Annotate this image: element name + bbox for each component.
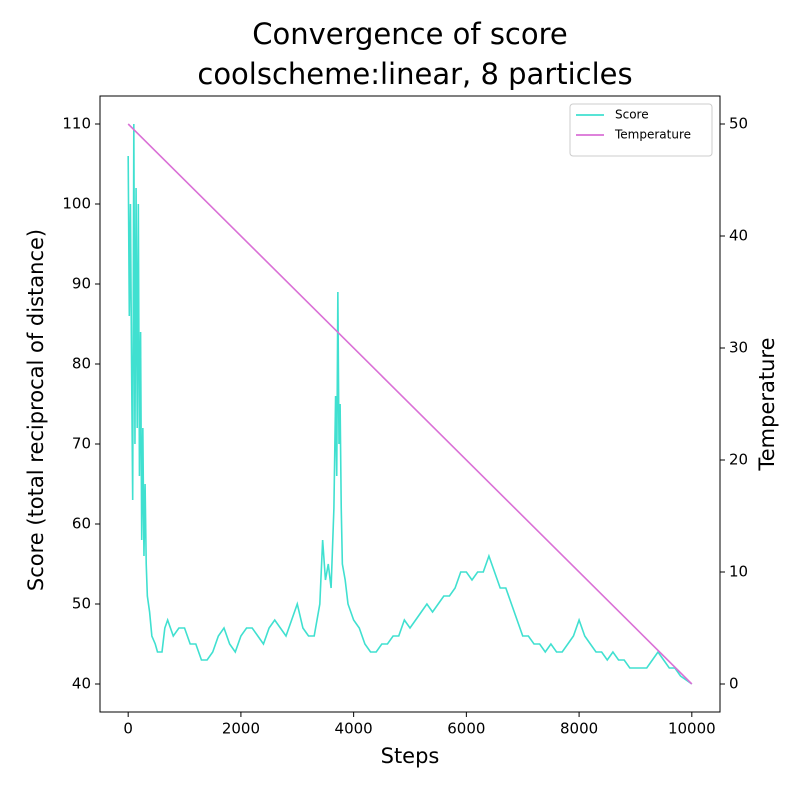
y-tick-label: 50 [72,595,91,613]
series-line [127,123,693,685]
y-tick-label: 90 [72,275,91,293]
legend-label: Score [615,108,649,122]
chart-subtitle: coolscheme:linear, 8 particles [197,57,632,91]
y-tick-label: 70 [72,435,91,453]
y2-tick-label: 50 [729,115,748,133]
y2-tick-label: 40 [729,227,748,245]
legend-box [569,103,713,157]
y2-axis-label: Temperature [755,337,779,471]
y-axis-label: Score (total reciprocal of distance) [24,229,48,591]
y2-tick-label: 30 [729,339,748,357]
x-axis-label: Steps [381,744,440,768]
x-tick-label: 0 [123,720,133,738]
y2-tick-label: 20 [729,451,748,469]
legend-label: Temperature [614,128,691,142]
y-tick-label: 40 [72,675,91,693]
chart-title: Convergence of score [252,17,568,51]
x-tick-label: 10000 [668,720,716,738]
x-tick-label: 4000 [335,720,373,738]
y-tick-label: 80 [72,355,91,373]
x-tick-label: 6000 [447,720,485,738]
x-tick-label: 2000 [222,720,260,738]
y-tick-label: 100 [62,195,91,213]
y-tick-label: 60 [72,515,91,533]
y2-tick-label: 10 [729,563,748,581]
x-tick-label: 8000 [560,720,598,738]
plot-frame [99,95,721,713]
y-tick-label: 110 [62,115,91,133]
y2-tick-label: 0 [729,675,739,693]
series-line [127,123,693,685]
